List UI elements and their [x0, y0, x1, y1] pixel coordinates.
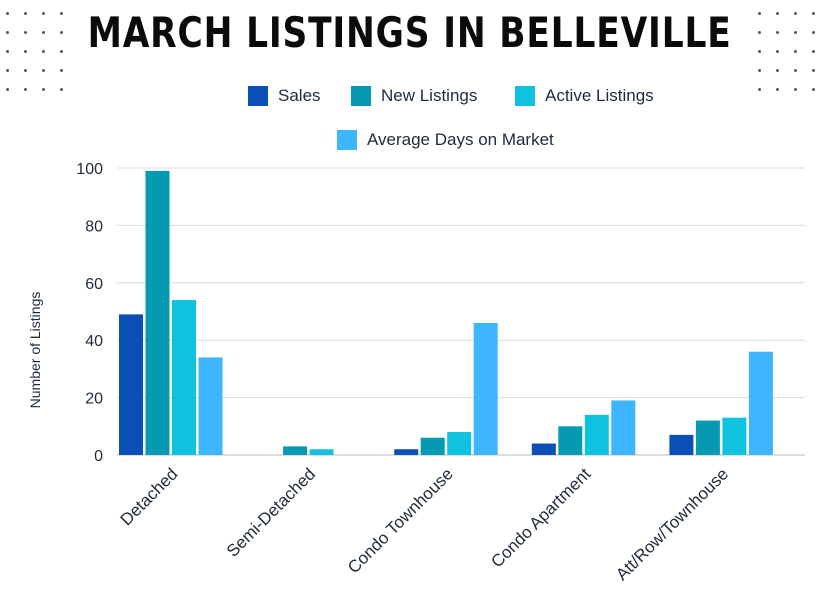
bar — [172, 300, 196, 455]
decorative-dot — [60, 31, 63, 34]
decorative-dot — [776, 31, 779, 34]
bar — [695, 420, 720, 455]
legend-label: Active Listings — [545, 86, 654, 105]
legend-label: Sales — [278, 86, 321, 105]
decorative-dot — [794, 88, 797, 91]
bar — [722, 417, 747, 455]
legend-swatch — [515, 86, 535, 106]
bar — [119, 314, 143, 455]
decorative-dot — [42, 31, 45, 34]
decorative-dot — [758, 88, 761, 91]
decorative-dot — [42, 69, 45, 72]
bar — [394, 449, 419, 455]
y-axis-ticks: 0 20 40 60 80 100 — [76, 161, 103, 465]
x-tick-label: Condo Townhouse — [344, 464, 457, 577]
decorative-dot — [794, 69, 797, 72]
x-tick-label: Condo Apartment — [487, 464, 594, 571]
decorative-dots-left — [0, 0, 70, 110]
decorative-dot — [812, 50, 815, 53]
bar — [283, 446, 308, 455]
bar — [447, 432, 472, 455]
decorative-dot — [794, 12, 797, 15]
decorative-dot — [60, 69, 63, 72]
decorative-dot — [758, 12, 761, 15]
bar — [473, 322, 498, 455]
decorative-dot — [758, 69, 761, 72]
decorative-dot — [776, 50, 779, 53]
decorative-dot — [60, 88, 63, 91]
decorative-dot — [42, 12, 45, 15]
y-axis-label: Number of Listings — [27, 292, 43, 409]
decorative-dot — [758, 31, 761, 34]
legend-label: New Listings — [381, 86, 478, 105]
x-axis-ticks: Detached Semi-Detached Condo Townhouse Cond… — [117, 464, 732, 584]
legend-swatch — [337, 130, 357, 150]
y-tick-label: 80 — [85, 218, 103, 235]
bar — [669, 434, 694, 455]
decorative-dot — [24, 50, 27, 53]
decorative-dot — [60, 50, 63, 53]
bar — [198, 357, 223, 455]
decorative-dot — [24, 69, 27, 72]
decorative-dot — [776, 69, 779, 72]
bar — [611, 400, 636, 455]
bar — [531, 443, 556, 455]
x-tick-label: Semi-Detached — [223, 464, 319, 560]
legend-swatch — [351, 86, 371, 106]
bar — [145, 170, 170, 455]
decorative-dot — [794, 31, 797, 34]
chart-title: MARCH LISTINGS IN BELLEVILLE — [87, 8, 732, 57]
y-tick-label: 20 — [85, 391, 103, 408]
bar — [558, 426, 583, 455]
y-tick-label: 100 — [76, 161, 103, 178]
decorative-dot — [6, 88, 9, 91]
bar — [420, 437, 445, 455]
decorative-dot — [24, 31, 27, 34]
legend-item: Active Listings — [515, 86, 654, 106]
bars — [119, 170, 773, 455]
decorative-dot — [812, 31, 815, 34]
decorative-dot — [60, 12, 63, 15]
y-tick-label: 60 — [85, 276, 103, 293]
decorative-dot — [24, 88, 27, 91]
decorative-dots-right — [750, 0, 819, 110]
decorative-dot — [812, 88, 815, 91]
y-tick-label: 0 — [94, 448, 103, 465]
decorative-dot — [776, 88, 779, 91]
decorative-dot — [24, 12, 27, 15]
decorative-dot — [42, 88, 45, 91]
y-tick-label: 40 — [85, 333, 103, 350]
x-tick-label: Detached — [117, 464, 182, 529]
legend-swatch — [248, 86, 268, 106]
bar — [309, 449, 334, 455]
decorative-dot — [812, 12, 815, 15]
decorative-dot — [794, 50, 797, 53]
decorative-dot — [42, 50, 45, 53]
x-tick-label: Att/Row/Townhouse — [612, 464, 732, 584]
decorative-dot — [812, 69, 815, 72]
legend-item: New Listings — [351, 86, 477, 106]
decorative-dot — [6, 12, 9, 15]
bar — [584, 414, 609, 455]
decorative-dot — [776, 12, 779, 15]
decorative-dot — [758, 50, 761, 53]
legend-label: Average Days on Market — [367, 130, 554, 149]
bar — [748, 351, 773, 455]
legend-item: Sales — [248, 86, 321, 106]
decorative-dot — [6, 69, 9, 72]
legend-item: Average Days on Market — [337, 130, 554, 150]
decorative-dot — [6, 50, 9, 53]
decorative-dot — [6, 31, 9, 34]
